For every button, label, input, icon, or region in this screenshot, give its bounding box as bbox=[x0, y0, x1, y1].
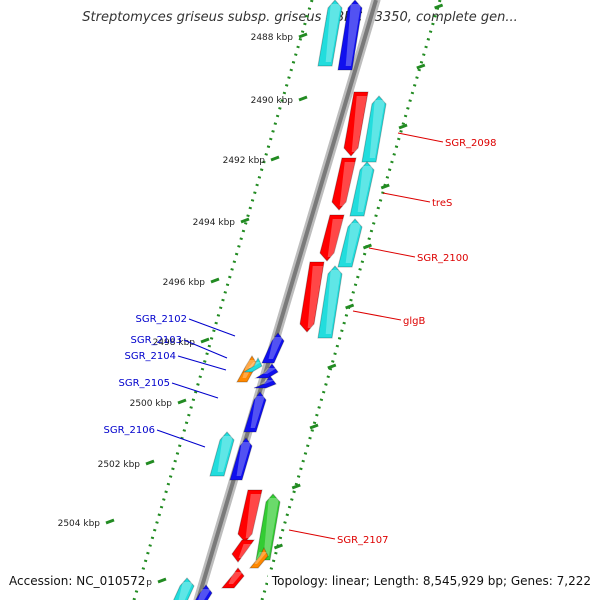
tick-label: 2490 kbp bbox=[251, 96, 294, 106]
callout-line bbox=[288, 529, 336, 540]
cds-block bbox=[337, 218, 363, 268]
guide-tick bbox=[398, 123, 408, 130]
plus-gene-block bbox=[237, 489, 263, 543]
gene-label-left: SGR_2104 bbox=[125, 351, 177, 362]
gene-label-right: SGR_2098 bbox=[445, 138, 497, 149]
gene-callouts: SGR_2098 treS SGR_2100 glgB SGR_2107 SGR_2102… bbox=[104, 132, 497, 546]
topology-label: Topology: linear; Length: 8,545,929 bp; … bbox=[267, 574, 591, 588]
tick-mark bbox=[210, 277, 220, 284]
plus-gene-block bbox=[331, 157, 357, 211]
callout-line bbox=[183, 339, 228, 359]
cds-block bbox=[317, 0, 343, 67]
tick-label: 2496 kbp bbox=[163, 278, 206, 288]
guide-tick bbox=[309, 423, 319, 430]
cds-block bbox=[317, 265, 343, 339]
tick-mark bbox=[157, 577, 167, 584]
rna-block bbox=[255, 493, 281, 561]
tick-label: 2494 kbp bbox=[193, 218, 236, 228]
guide-tick bbox=[362, 243, 372, 250]
guide-tick bbox=[434, 3, 444, 10]
minus-gene-block bbox=[243, 391, 267, 433]
gene-label-left: SGR_2103 bbox=[131, 335, 183, 346]
guide-tick bbox=[327, 363, 337, 370]
callout-line bbox=[171, 382, 219, 399]
tick-mark bbox=[240, 217, 250, 224]
callout-line bbox=[397, 132, 444, 143]
genome-backbone bbox=[193, 0, 381, 600]
tick-label: 2502 kbp bbox=[98, 460, 141, 470]
callout-line bbox=[156, 429, 206, 448]
gene-label-left: SGR_2102 bbox=[136, 314, 188, 325]
guide-tick bbox=[345, 303, 355, 310]
cds-block bbox=[361, 95, 387, 163]
tick-mark bbox=[270, 155, 280, 162]
callout-line bbox=[382, 192, 431, 203]
other-feature-block bbox=[248, 546, 269, 569]
tick-label: 2500 kbp bbox=[130, 399, 173, 409]
minus-gene-block bbox=[253, 375, 277, 389]
guide-line-left bbox=[132, 0, 314, 600]
gene-label-right: SGR_2107 bbox=[337, 535, 389, 546]
plus-gene-block bbox=[319, 214, 345, 262]
tick-mark bbox=[298, 95, 308, 102]
tick-label: 2498 kbp bbox=[153, 338, 196, 348]
cds-block bbox=[209, 431, 235, 477]
gene-label-left: SGR_2106 bbox=[104, 425, 156, 436]
plus-gene-block bbox=[299, 261, 325, 333]
guide-tick bbox=[380, 183, 390, 190]
tick-mark bbox=[298, 32, 308, 39]
gene-label-right: treS bbox=[432, 198, 452, 209]
guide-tick bbox=[291, 483, 301, 490]
callout-line bbox=[352, 310, 402, 321]
tick-mark bbox=[200, 337, 210, 344]
minus-gene-block bbox=[254, 363, 279, 379]
minus-gene-block bbox=[195, 584, 213, 600]
gene-label-left: SGR_2105 bbox=[119, 378, 171, 389]
plus-gene-block bbox=[220, 567, 245, 589]
tick-mark bbox=[105, 518, 115, 525]
cds-block bbox=[242, 356, 263, 373]
callout-line bbox=[368, 247, 416, 258]
cds-block bbox=[349, 161, 375, 217]
gene-label-right: glgB bbox=[403, 316, 425, 327]
tick-mark bbox=[145, 459, 155, 466]
cds-block bbox=[173, 577, 195, 600]
kbp-ticks: 2488 kbp 2490 kbp 2492 kbp 2494 kbp 2496 kbp… bbox=[58, 32, 308, 588]
tick-label: 2492 kbp bbox=[223, 156, 266, 166]
minus-gene-block bbox=[337, 0, 363, 71]
dotted-guide-lines bbox=[132, 0, 444, 600]
minus-gene-block bbox=[261, 332, 285, 364]
tick-mark bbox=[177, 398, 187, 405]
guide-line-right bbox=[260, 0, 442, 600]
gene-label-right: SGR_2100 bbox=[417, 253, 469, 264]
tick-label: 2504 kbp bbox=[58, 519, 101, 529]
callout-line bbox=[188, 318, 236, 337]
callout-line bbox=[177, 355, 227, 371]
map-title: Streptomyces griseus subsp. griseus NBRC… bbox=[82, 10, 518, 25]
gene-features bbox=[173, 0, 387, 600]
minus-gene-block bbox=[229, 437, 253, 481]
plus-gene-block bbox=[343, 91, 369, 157]
accession-label: Accession: NC_010572 bbox=[9, 574, 148, 588]
guide-tick bbox=[273, 543, 283, 550]
tick-label: 2488 kbp bbox=[251, 33, 294, 43]
guide-tick bbox=[416, 63, 426, 70]
plus-gene-block bbox=[231, 539, 255, 563]
